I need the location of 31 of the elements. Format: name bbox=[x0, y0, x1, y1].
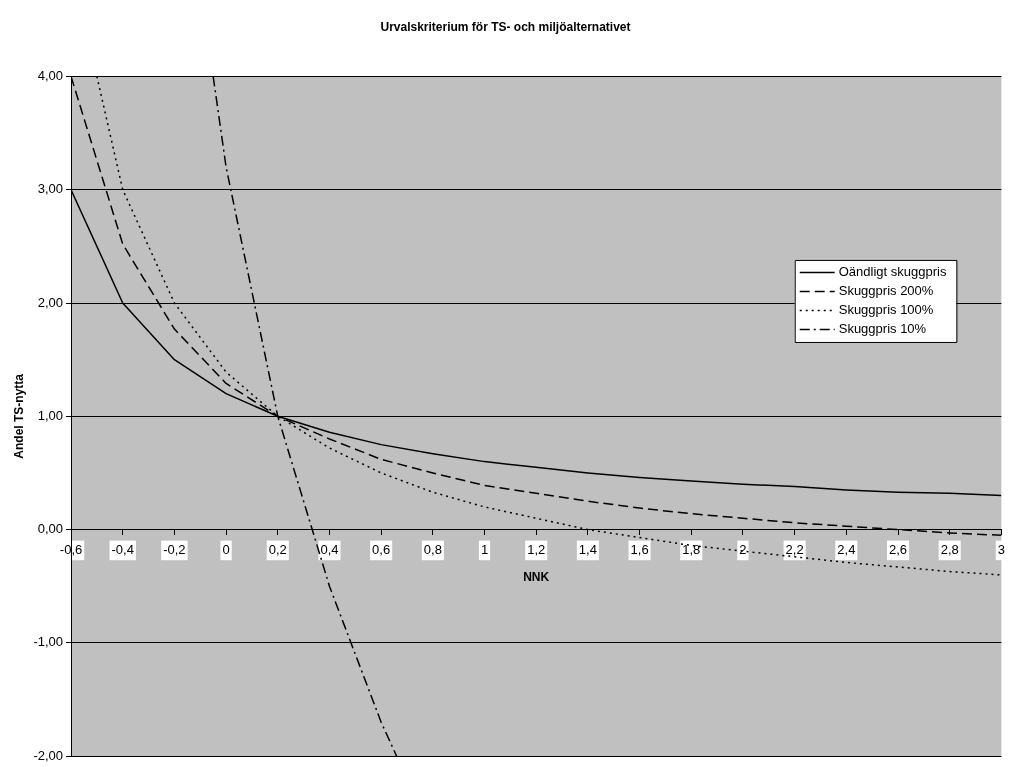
x-tick-label: 1,8 bbox=[682, 541, 701, 557]
legend-label: Skuggpris 100% bbox=[838, 302, 934, 318]
x-tick-label: 2,8 bbox=[940, 541, 959, 557]
legend-label: Skuggpris 200% bbox=[838, 283, 934, 299]
chart-title: Urvalskriterium för TS- och miljöalternativet bbox=[380, 19, 631, 34]
x-tick-label: 2,4 bbox=[837, 541, 856, 557]
x-tick-label: 3 bbox=[997, 541, 1005, 557]
x-tick-label: 0,8 bbox=[423, 541, 442, 557]
y-axis-title: Andel TS-nytta bbox=[11, 373, 26, 459]
x-tick-label: 1,6 bbox=[630, 541, 649, 557]
x-tick-label: 0 bbox=[222, 541, 230, 557]
y-tick-label: -2,00 bbox=[33, 747, 64, 763]
x-tick-label: 0,2 bbox=[268, 541, 287, 557]
y-tick-label: 1,00 bbox=[37, 407, 64, 423]
x-tick-label: 1,4 bbox=[578, 541, 597, 557]
x-tick-label: 0,4 bbox=[320, 541, 339, 557]
x-axis-title: NNK bbox=[523, 569, 550, 584]
y-tick-label: 0,00 bbox=[37, 521, 64, 537]
y-tick-label: 2,00 bbox=[37, 294, 64, 310]
y-tick-label: 4,00 bbox=[37, 67, 64, 83]
x-tick-label: 0,6 bbox=[372, 541, 391, 557]
y-tick-label: -1,00 bbox=[33, 634, 64, 650]
x-tick-label: -0,2 bbox=[163, 541, 186, 557]
legend-label: Skuggpris 10% bbox=[838, 321, 927, 337]
x-tick-label: 1 bbox=[480, 541, 489, 557]
y-tick-label: 3,00 bbox=[37, 181, 64, 197]
legend-label: Oändligt skuggpris bbox=[838, 264, 947, 280]
x-tick-label: 1,2 bbox=[527, 541, 546, 557]
x-tick-label: 2,2 bbox=[785, 541, 804, 557]
x-tick-label: -0,4 bbox=[111, 541, 134, 557]
x-tick-label: 2,6 bbox=[888, 541, 908, 557]
